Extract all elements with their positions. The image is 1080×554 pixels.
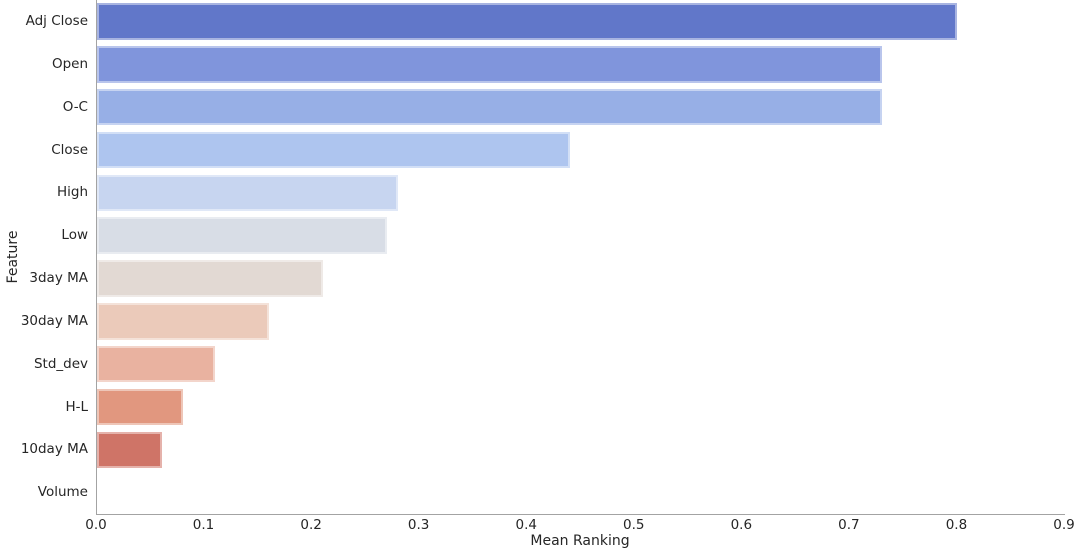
x-tick-label: 0.3 [407,517,430,533]
x-tick-label: 0.9 [1053,517,1075,533]
y-tick-label: Close [51,141,88,158]
bar-open [97,46,883,83]
bar-3day-ma [97,260,323,297]
x-tick-label: 0.8 [945,517,968,533]
bar-close [97,131,571,169]
bar-o-c [97,88,883,126]
x-tick-label: 0.6 [730,517,753,533]
x-tick-label: 0.5 [623,517,645,533]
bar-low [97,217,388,254]
x-tick-label: 0.1 [192,517,215,533]
x-tick-label: 0.7 [838,517,860,533]
x-tick-label: 0.0 [85,517,107,533]
x-axis-label: Mean Ranking [530,533,630,549]
y-tick-label: Open [51,55,88,72]
y-tick-label: O-C [62,98,88,115]
x-tick-label: 0.4 [515,517,537,533]
bar-adj-close [97,3,958,40]
y-tick-label: H-L [65,398,88,415]
y-tick-label: 10day MA [20,441,88,458]
y-tick-label: High [56,184,88,201]
y-tick-labels: Adj Close Open O-C Close High Low 3day MA 30day… [0,0,96,514]
bar-10day-ma [97,431,162,468]
bar-30day-ma [97,303,270,340]
plot-area [96,0,1065,515]
y-tick-label: Volume [37,484,88,501]
bar-std-dev [97,345,216,383]
y-tick-label: Adj Close [25,13,88,29]
x-tick-label: 0.2 [300,517,322,533]
x-tick-labels: 0.0 0.1 0.2 0.3 0.4 0.5 0.6 0.7 0.8 0.9 [0,517,1080,535]
bar-h-l [97,388,184,426]
bar-high [97,174,399,211]
y-tick-label: 3day MA [29,270,88,286]
y-tick-label: Low [61,227,88,244]
y-tick-label: Std_dev [33,355,88,372]
y-tick-label: 30day MA [20,312,88,329]
